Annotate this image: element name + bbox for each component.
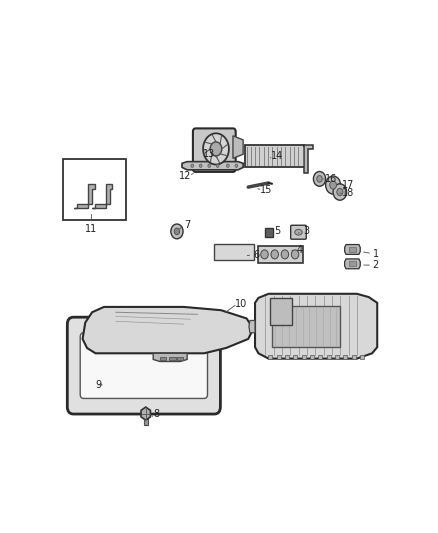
Text: 9: 9	[96, 380, 102, 390]
Circle shape	[171, 224, 183, 239]
Circle shape	[317, 175, 322, 182]
Polygon shape	[74, 184, 95, 208]
Circle shape	[208, 164, 211, 167]
Bar	[258, 246, 303, 263]
Bar	[272, 306, 340, 347]
FancyBboxPatch shape	[67, 317, 220, 414]
Polygon shape	[233, 136, 243, 158]
Polygon shape	[182, 161, 243, 170]
Circle shape	[291, 250, 299, 259]
Bar	[265, 228, 273, 237]
Bar	[270, 298, 292, 325]
Circle shape	[226, 164, 229, 167]
Bar	[293, 355, 297, 359]
Text: 1: 1	[372, 248, 378, 259]
Bar	[335, 355, 339, 359]
Polygon shape	[345, 259, 360, 269]
Polygon shape	[345, 245, 360, 254]
Circle shape	[261, 250, 268, 259]
Bar	[245, 145, 304, 166]
Circle shape	[271, 250, 279, 259]
Polygon shape	[249, 320, 255, 333]
Bar	[214, 244, 254, 260]
Circle shape	[333, 184, 346, 200]
Text: 6: 6	[253, 250, 259, 260]
Circle shape	[325, 176, 341, 194]
Bar	[327, 355, 331, 359]
Text: 7: 7	[184, 220, 190, 230]
Text: 8: 8	[154, 409, 159, 418]
Bar	[144, 418, 148, 425]
Circle shape	[330, 181, 336, 189]
FancyBboxPatch shape	[80, 333, 208, 399]
Polygon shape	[153, 353, 187, 361]
Circle shape	[203, 133, 229, 165]
Circle shape	[216, 164, 219, 167]
Text: 12: 12	[179, 171, 192, 181]
Bar	[310, 355, 314, 359]
FancyBboxPatch shape	[291, 225, 306, 239]
Polygon shape	[92, 184, 113, 208]
Bar	[170, 357, 176, 360]
Bar	[285, 355, 289, 359]
Ellipse shape	[295, 229, 302, 235]
Text: 16: 16	[325, 174, 338, 184]
Text: 13: 13	[203, 149, 215, 159]
FancyBboxPatch shape	[193, 128, 236, 172]
Bar	[302, 355, 306, 359]
Text: 2: 2	[372, 260, 379, 270]
Circle shape	[210, 142, 222, 156]
Bar	[63, 159, 126, 220]
Text: 3: 3	[303, 227, 309, 237]
Text: 5: 5	[274, 227, 280, 237]
Text: 15: 15	[260, 185, 273, 195]
Circle shape	[314, 172, 325, 186]
Polygon shape	[304, 145, 313, 173]
Polygon shape	[255, 294, 377, 359]
Bar	[160, 357, 166, 360]
Text: 18: 18	[342, 188, 354, 198]
Circle shape	[191, 164, 194, 167]
Bar	[343, 355, 347, 359]
Text: 17: 17	[342, 180, 355, 190]
Bar	[268, 355, 272, 359]
Bar	[350, 261, 356, 266]
Text: 10: 10	[235, 298, 247, 309]
Circle shape	[281, 250, 289, 259]
Polygon shape	[83, 307, 253, 353]
Bar	[360, 355, 364, 359]
Text: 11: 11	[85, 224, 98, 234]
Circle shape	[174, 228, 180, 235]
Circle shape	[199, 164, 202, 167]
Bar	[350, 247, 356, 252]
Text: 14: 14	[271, 151, 283, 161]
Bar	[318, 355, 322, 359]
Bar	[276, 355, 281, 359]
Circle shape	[337, 188, 343, 196]
Polygon shape	[141, 407, 150, 420]
Text: 4: 4	[296, 245, 302, 255]
Bar	[177, 357, 183, 360]
Circle shape	[235, 164, 238, 167]
Bar	[352, 355, 356, 359]
